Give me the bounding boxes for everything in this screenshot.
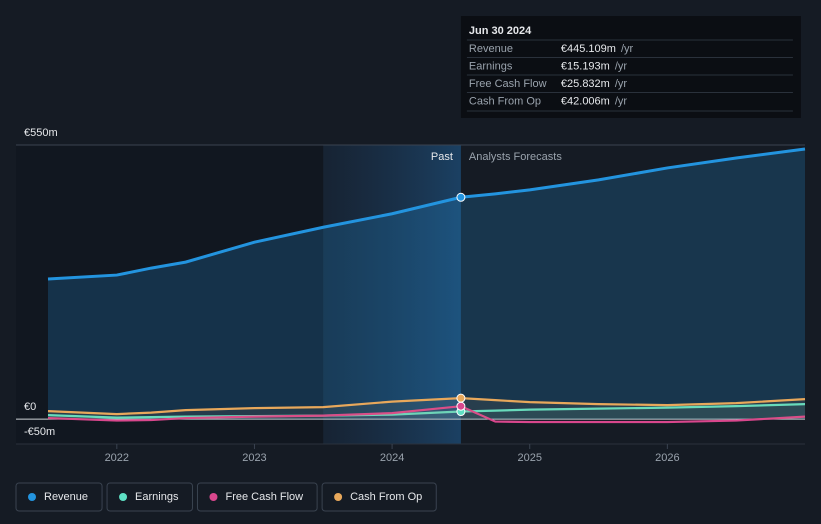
legend-item[interactable]: Free Cash Flow [196, 482, 318, 512]
tooltip-unit: /yr [615, 95, 628, 107]
past-region [323, 145, 461, 444]
x-tick-label: 2024 [380, 452, 404, 464]
tooltip-label: Earnings [469, 60, 513, 72]
past-label: Past [431, 151, 453, 163]
tooltip-unit: /yr [615, 60, 628, 72]
legend-label: Revenue [44, 491, 88, 503]
tooltip-value: €25.832m [561, 78, 610, 90]
legend-item[interactable]: Revenue [15, 482, 103, 512]
tooltip-value: €42.006m [561, 95, 610, 107]
legend-label: Free Cash Flow [225, 491, 303, 503]
legend-swatch [119, 493, 128, 501]
series-area [48, 404, 805, 420]
hover-dot [456, 401, 466, 411]
tooltip-label: Revenue [469, 43, 513, 55]
x-tick-label: 2023 [242, 452, 266, 464]
legend-label: Earnings [135, 491, 179, 503]
tooltip-label: Cash From Op [469, 95, 541, 107]
series-area [48, 148, 805, 420]
legend-button[interactable] [106, 482, 193, 512]
series-line [47, 147, 806, 281]
x-tick-label: 2025 [517, 452, 541, 464]
x-tick-label: 2026 [655, 452, 679, 464]
legend-swatch [334, 493, 343, 501]
legend-item[interactable]: Cash From Op [321, 482, 437, 512]
legend-swatch [209, 493, 218, 501]
series-area [48, 398, 805, 420]
x-tick-label: 2022 [105, 452, 129, 464]
legend-swatch [28, 493, 36, 501]
legend-item[interactable]: Earnings [106, 482, 193, 512]
y-tick-label: €0 [24, 401, 36, 413]
tooltip-date: Jun 30 2024 [469, 25, 532, 37]
series-area [48, 406, 805, 423]
tooltip-box [460, 16, 801, 118]
legend-button[interactable] [15, 482, 103, 512]
forecast-label: Analysts Forecasts [469, 151, 562, 163]
tooltip-unit: /yr [621, 43, 634, 55]
series-line [47, 397, 806, 416]
tooltip-value: €15.193m [561, 60, 610, 72]
y-tick-label: -€50m [24, 426, 55, 438]
legend-button[interactable] [321, 482, 437, 512]
series-line [47, 405, 806, 424]
tooltip-label: Free Cash Flow [469, 78, 547, 90]
y-tick-label: €550m [24, 127, 58, 139]
hover-dot [456, 192, 466, 202]
legend-button[interactable] [196, 482, 318, 512]
series-line [47, 403, 806, 419]
tooltip-unit: /yr [615, 78, 628, 90]
history-region [16, 145, 323, 444]
hover-dot [456, 393, 466, 403]
tooltip-value: €445.109m [561, 43, 616, 55]
legend-label: Cash From Op [350, 491, 422, 503]
